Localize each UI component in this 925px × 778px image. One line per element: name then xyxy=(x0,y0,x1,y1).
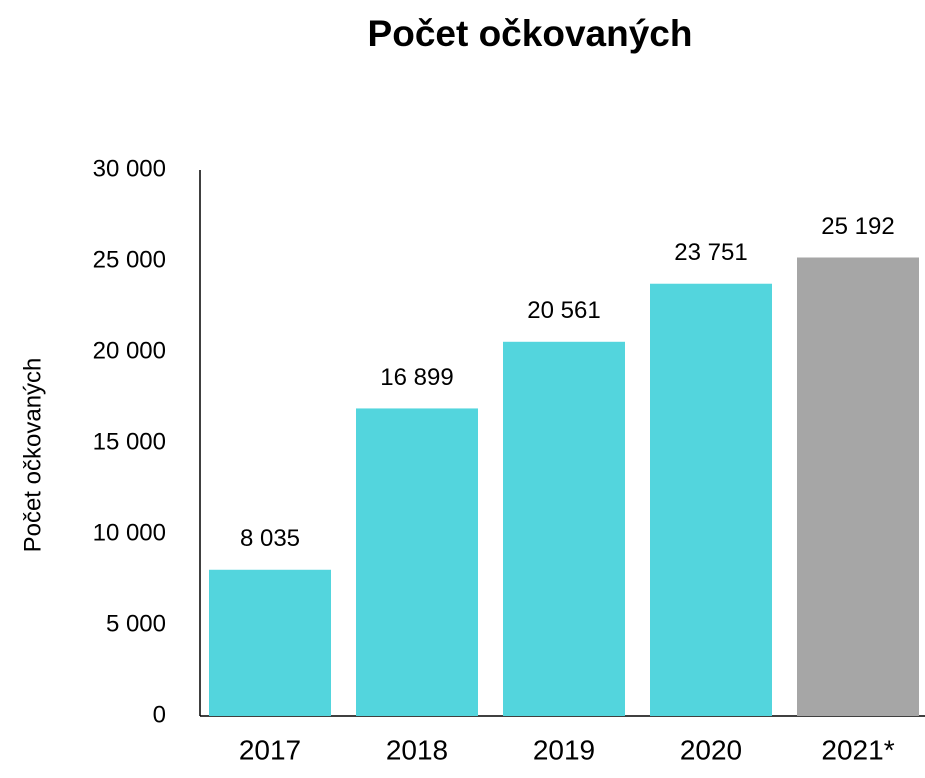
y-tick-label: 20 000 xyxy=(93,337,166,364)
bar xyxy=(650,283,772,716)
value-label: 25 192 xyxy=(821,213,894,240)
y-tick-label: 0 xyxy=(153,701,166,728)
x-tick-label: 2018 xyxy=(386,734,448,765)
y-tick-label: 5 000 xyxy=(106,610,166,637)
bar xyxy=(797,257,919,716)
bar xyxy=(503,341,625,716)
bar xyxy=(356,408,478,716)
x-tick-label: 2017 xyxy=(239,734,301,765)
y-tick-label: 10 000 xyxy=(93,519,166,546)
y-axis-label: Počet očkovaných xyxy=(19,358,46,553)
x-tick-label: 2020 xyxy=(680,734,742,765)
y-tick-label: 15 000 xyxy=(93,428,166,455)
value-label: 16 899 xyxy=(380,364,453,391)
chart-title: Počet očkovaných xyxy=(368,13,693,54)
x-tick-label: 2019 xyxy=(533,734,595,765)
y-tick-label: 30 000 xyxy=(93,155,166,182)
y-tick-label: 25 000 xyxy=(93,246,166,273)
bar xyxy=(209,569,331,716)
x-tick-label: 2021* xyxy=(821,734,894,765)
value-label: 8 035 xyxy=(240,525,300,552)
value-label: 20 561 xyxy=(527,297,600,324)
value-label: 23 751 xyxy=(674,239,747,266)
